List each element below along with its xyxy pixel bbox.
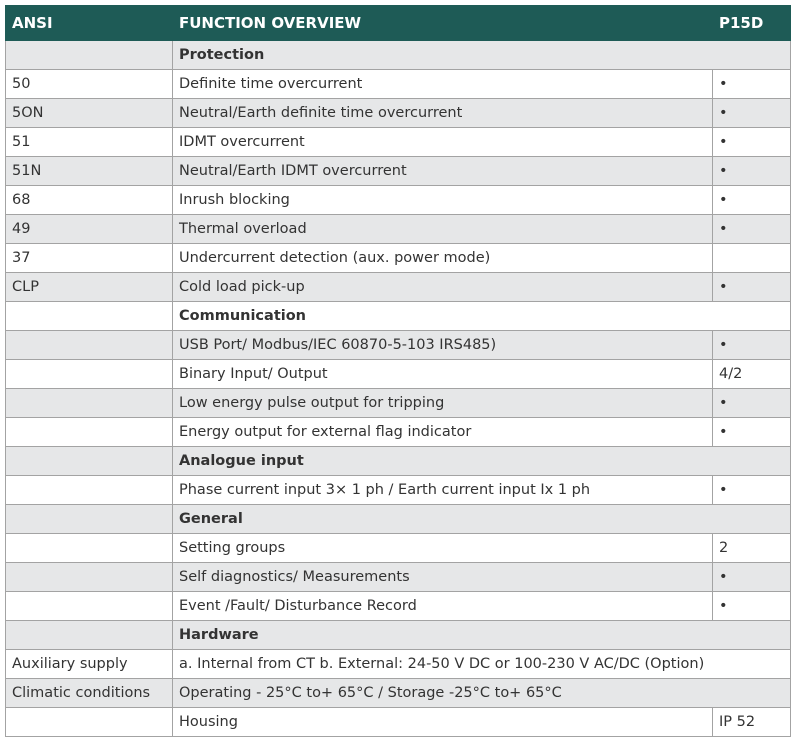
section-title: Analogue input <box>172 446 791 476</box>
p15d-cell: • <box>712 272 791 302</box>
empty-cell <box>5 562 173 592</box>
p15d-cell: • <box>712 330 791 360</box>
p15d-cell: • <box>712 98 791 128</box>
table-row: 37 Undercurrent detection (aux. power mod… <box>5 243 791 273</box>
table-row: Binary Input/ Output 4/2 <box>5 359 791 389</box>
header-row: ANSI FUNCTION OVERVIEW P15D <box>5 5 791 41</box>
empty-cell <box>5 446 173 476</box>
p15d-cell: • <box>712 214 791 244</box>
function-cell: a. Internal from CT b. External: 24-50 V… <box>172 649 791 679</box>
empty-cell <box>5 359 173 389</box>
ansi-cell: 5ON <box>5 98 173 128</box>
p15d-cell: 2 <box>712 533 791 563</box>
function-cell: Thermal overload <box>172 214 713 244</box>
function-cell: Neutral/Earth IDMT overcurrent <box>172 156 713 186</box>
p15d-cell: • <box>712 156 791 186</box>
table-row: Communication <box>5 301 791 331</box>
section-title: Protection <box>172 40 791 70</box>
table-row: 51 IDMT overcurrent • <box>5 127 791 157</box>
table-row: 50 Definite time overcurrent • <box>5 69 791 99</box>
header-cell: FUNCTION OVERVIEW <box>172 5 713 41</box>
table-row: Protection <box>5 40 791 70</box>
table-body: Protection 50 Definite time overcurrent • 5O… <box>5 40 791 737</box>
empty-cell <box>5 330 173 360</box>
function-cell: Cold load pick-up <box>172 272 713 302</box>
function-cell: Housing <box>172 707 713 737</box>
p15d-cell: • <box>712 388 791 418</box>
function-cell: Operating - 25°C to+ 65°C / Storage -25°… <box>172 678 791 708</box>
p15d-cell: IP 52 <box>712 707 791 737</box>
empty-cell <box>5 40 173 70</box>
table-row: Auxiliary supply a. Internal from CT b. E… <box>5 649 791 679</box>
empty-cell <box>5 591 173 621</box>
empty-cell <box>5 417 173 447</box>
function-cell: Energy output for external flag indicato… <box>172 417 713 447</box>
table-row: USB Port/ Modbus/IEC 60870-5-103 IRS485)… <box>5 330 791 360</box>
section-title: Communication <box>172 301 791 331</box>
table-row: Phase current input 3× 1 ph / Earth curr… <box>5 475 791 505</box>
empty-cell <box>5 533 173 563</box>
empty-cell <box>5 504 173 534</box>
header-cell: P15D <box>712 5 791 41</box>
ansi-cell: 37 <box>5 243 173 273</box>
table-row: Housing IP 52 <box>5 707 791 737</box>
ansi-cell: 51N <box>5 156 173 186</box>
empty-cell <box>5 301 173 331</box>
ansi-cell: Climatic conditions <box>5 678 173 708</box>
function-table: ANSI FUNCTION OVERVIEW P15D Protection 50… <box>5 5 791 737</box>
empty-cell <box>712 243 791 273</box>
function-cell: Self diagnostics/ Measurements <box>172 562 713 592</box>
p15d-cell: • <box>712 69 791 99</box>
function-cell: Phase current input 3× 1 ph / Earth curr… <box>172 475 713 505</box>
table-row: 5ON Neutral/Earth definite time overcurre… <box>5 98 791 128</box>
table-row: 68 Inrush blocking • <box>5 185 791 215</box>
ansi-cell: 49 <box>5 214 173 244</box>
p15d-cell: • <box>712 127 791 157</box>
table-row: Event /Fault/ Disturbance Record • <box>5 591 791 621</box>
ansi-cell: 51 <box>5 127 173 157</box>
table-row: CLP Cold load pick-up • <box>5 272 791 302</box>
empty-cell <box>5 620 173 650</box>
p15d-cell: • <box>712 417 791 447</box>
p15d-cell: • <box>712 475 791 505</box>
function-cell: Definite time overcurrent <box>172 69 713 99</box>
function-cell: IDMT overcurrent <box>172 127 713 157</box>
ansi-cell: Auxiliary supply <box>5 649 173 679</box>
empty-cell <box>5 388 173 418</box>
ansi-cell: 50 <box>5 69 173 99</box>
table-row: General <box>5 504 791 534</box>
section-title: Hardware <box>172 620 791 650</box>
empty-cell <box>5 707 173 737</box>
function-cell: Event /Fault/ Disturbance Record <box>172 591 713 621</box>
table-row: Self diagnostics/ Measurements • <box>5 562 791 592</box>
table-row: 49 Thermal overload • <box>5 214 791 244</box>
table-row: Climatic conditions Operating - 25°C to+ … <box>5 678 791 708</box>
p15d-cell: • <box>712 562 791 592</box>
p15d-cell: • <box>712 591 791 621</box>
empty-cell <box>5 475 173 505</box>
function-cell: Low energy pulse output for tripping <box>172 388 713 418</box>
function-cell: Neutral/Earth definite time overcurrent <box>172 98 713 128</box>
function-cell: Binary Input/ Output <box>172 359 713 389</box>
table-row: 51N Neutral/Earth IDMT overcurrent • <box>5 156 791 186</box>
header-cell: ANSI <box>5 5 173 41</box>
p15d-cell: 4/2 <box>712 359 791 389</box>
table-row: Setting groups 2 <box>5 533 791 563</box>
table-row: Low energy pulse output for tripping • <box>5 388 791 418</box>
function-cell: Undercurrent detection (aux. power mode) <box>172 243 713 273</box>
table-row: Analogue input <box>5 446 791 476</box>
section-title: General <box>172 504 791 534</box>
function-cell: USB Port/ Modbus/IEC 60870-5-103 IRS485) <box>172 330 713 360</box>
p15d-cell: • <box>712 185 791 215</box>
ansi-cell: CLP <box>5 272 173 302</box>
ansi-cell: 68 <box>5 185 173 215</box>
table-row: Energy output for external flag indicato… <box>5 417 791 447</box>
function-cell: Inrush blocking <box>172 185 713 215</box>
function-cell: Setting groups <box>172 533 713 563</box>
table-row: Hardware <box>5 620 791 650</box>
